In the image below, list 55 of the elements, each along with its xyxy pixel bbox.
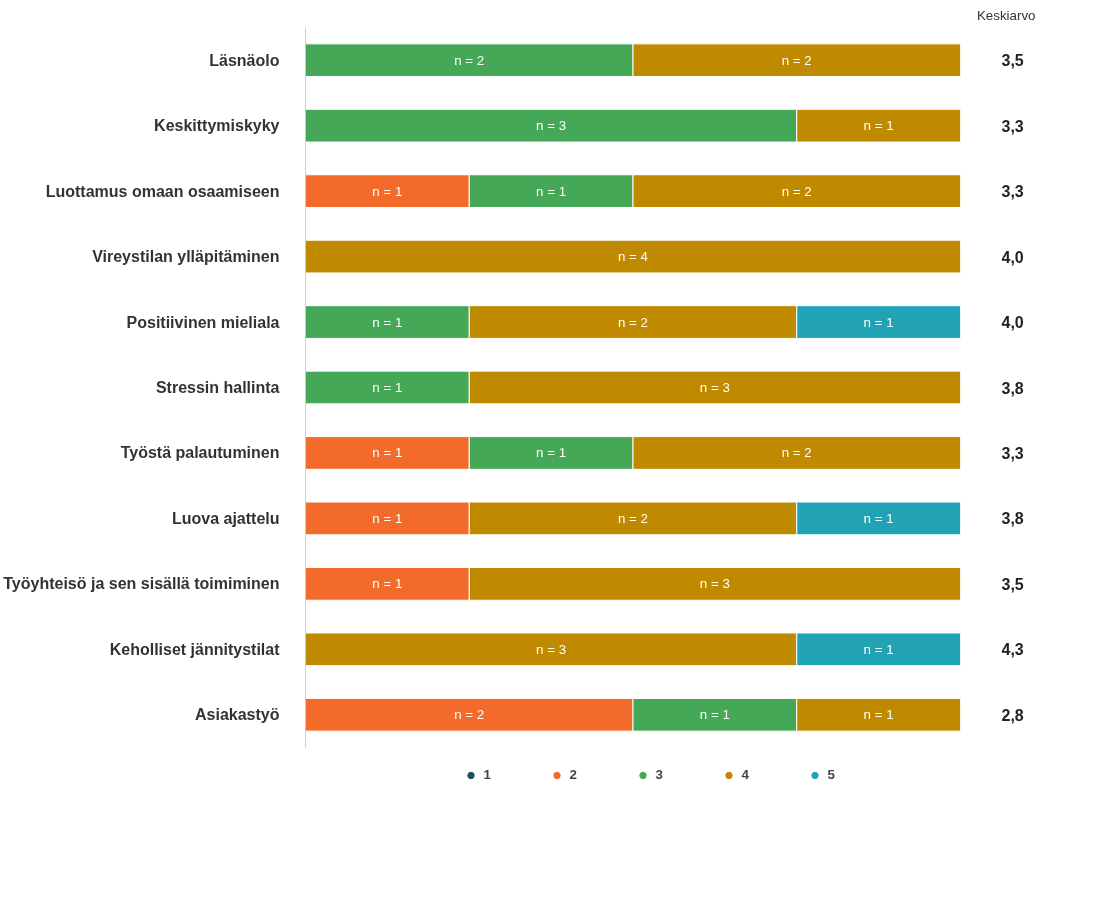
data-label: n = 1 — [863, 510, 894, 526]
data-label: n = 3 — [699, 576, 730, 592]
text: 4,0 — [1001, 248, 1024, 266]
data-label: n = 2 — [781, 183, 812, 199]
data-label: n = 1 — [699, 707, 730, 723]
data-label: n = 1 — [372, 576, 403, 592]
text: 2,8 — [1001, 706, 1024, 724]
text: 3,8 — [1001, 379, 1024, 397]
data-label: n = 1 — [372, 445, 403, 461]
data-label: n = 1 — [863, 314, 894, 330]
data-label: n = 3 — [699, 380, 730, 395]
legend-label: 2 — [569, 767, 578, 782]
data-label: n = 4 — [617, 249, 649, 265]
data-label: n = 1 — [372, 183, 403, 199]
text: 4,3 — [1001, 641, 1024, 659]
legend-label: 4 — [741, 767, 750, 782]
data-label: n = 3 — [536, 118, 567, 134]
data-label: n = 1 — [372, 510, 403, 526]
data-label: n = 2 — [617, 510, 649, 526]
data-label: n = 2 — [617, 314, 649, 330]
legend-label: 1 — [483, 767, 492, 782]
bar — [305, 239, 961, 274]
data-label: n = 2 — [454, 707, 485, 723]
text: 4,0 — [1001, 314, 1024, 332]
data-label: n = 3 — [536, 641, 567, 657]
y-tick-label: Positiivinen mieliala — [126, 313, 280, 331]
y-tick-label: Läsnäolo — [209, 51, 280, 69]
text: 3,8 — [1001, 510, 1024, 528]
y-tick-label: Asiakastyö — [195, 706, 280, 724]
y-tick-label: Keholliset jännitystilat — [109, 640, 281, 658]
data-label: n = 1 — [372, 380, 403, 395]
y-tick-label: Työyhteisö ja sen sisällä toimiminen — [3, 575, 280, 593]
data-label: n = 1 — [372, 314, 403, 330]
y-tick-label: Keskittymiskyky — [154, 117, 280, 135]
data-label: n = 2 — [781, 445, 812, 461]
text: 3,5 — [1001, 52, 1024, 70]
data-label: n = 1 — [536, 445, 567, 461]
text: 3,3 — [1001, 117, 1024, 135]
data-label: n = 1 — [863, 641, 894, 657]
y-tick-label: Työstä palautuminen — [120, 444, 280, 462]
text: 3,5 — [1001, 575, 1024, 593]
y-tick-label: Vireystilan ylläpitäminen — [92, 248, 280, 266]
text: Keskiarvo — [976, 7, 1036, 23]
y-tick-label: Luottamus omaan osaamiseen — [45, 182, 280, 200]
data-label: n = 1 — [536, 183, 567, 199]
data-label: n = 1 — [863, 707, 894, 723]
legend-label: 3 — [655, 767, 664, 782]
y-tick-label: Stressin hallinta — [155, 379, 280, 396]
data-label: n = 1 — [863, 118, 894, 134]
data-label: n = 2 — [454, 52, 485, 68]
text: 3,3 — [1001, 444, 1024, 462]
data-label: n = 2 — [781, 52, 812, 68]
text: 3,3 — [1001, 183, 1024, 201]
y-tick-label: Luova ajattelu — [171, 509, 280, 527]
legend-label: 5 — [827, 767, 836, 782]
